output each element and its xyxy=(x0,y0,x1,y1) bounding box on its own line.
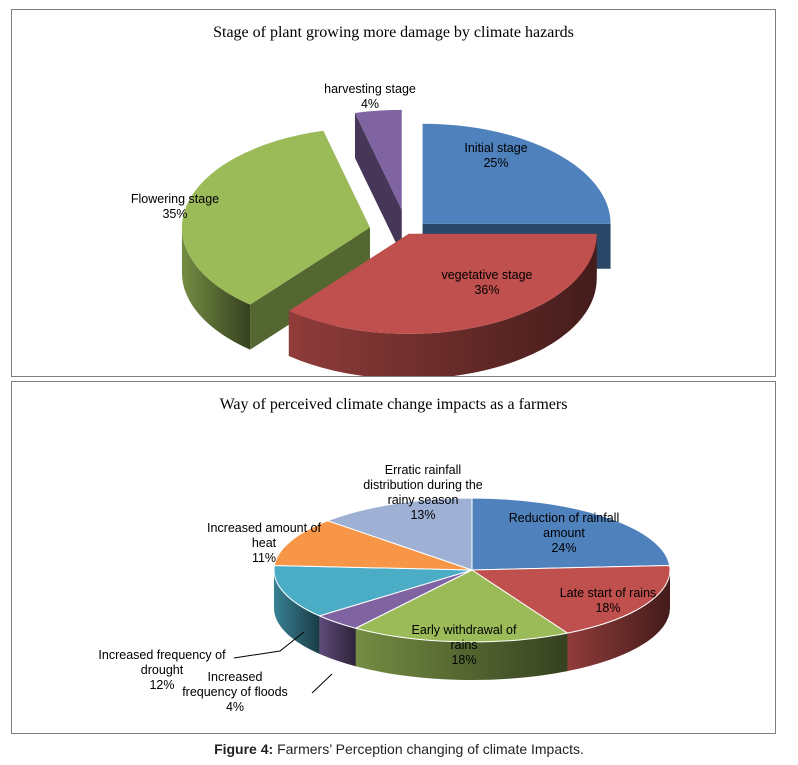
slice-label-increased-heat: Increased amount of heat 11% xyxy=(207,521,321,565)
leader-line-drought xyxy=(233,631,305,659)
leader-line-floods xyxy=(311,673,333,694)
pie-slice-flowering-stage xyxy=(181,130,370,305)
caption-prefix: Figure 4: xyxy=(214,741,274,757)
chart-title: Way of perceived climate change impacts … xyxy=(219,396,568,413)
slice-label-late-start-of-rains: Late start of rains 18% xyxy=(560,586,657,615)
pie-slice-side xyxy=(567,570,670,672)
pie-slice-side xyxy=(288,233,597,376)
pie-slice-increased-amount-of-heat xyxy=(273,520,473,571)
pie-slice-side xyxy=(319,615,356,667)
pie-chart-growth-stage: Initial stage 25% vegetative stage 36% Flowe… xyxy=(131,82,611,376)
slice-label-erratic-rainfall: Erratic rainfall distribution during the r… xyxy=(363,463,483,522)
slice-label-flowering-stage: Flowering stage 35% xyxy=(131,192,219,221)
pie-slice-side xyxy=(355,628,568,680)
slice-label-initial-stage: Initial stage 25% xyxy=(464,141,527,170)
pie-slice-harvesting-stage xyxy=(354,109,402,210)
pie-slice-early-withdrawal-of-rains xyxy=(354,569,569,643)
chart-title: Stage of plant growing more damage by cl… xyxy=(213,24,574,41)
pie-chart-climate-impacts: Reduction of rainfall amount 24% Late start… xyxy=(98,463,671,714)
pie-slice-initial-stage xyxy=(422,123,611,224)
pie-slice-cut-face xyxy=(354,112,402,255)
pie-slice-late-start-of-rains xyxy=(470,564,671,634)
pie-slice-side xyxy=(274,570,320,654)
pie-slice-vegetative-stage xyxy=(288,233,597,334)
slice-label-increased-drought: Increased frequency of drought 12% xyxy=(98,648,226,692)
figure-caption: Figure 4: Farmers’ Perception changing o… xyxy=(0,741,798,757)
pie-slice-cut-face xyxy=(250,227,370,350)
slice-label-harvesting-stage: harvesting stage 4% xyxy=(324,82,416,111)
pie-slice-side xyxy=(181,227,251,350)
slice-label-reduction-of-rainfall: Reduction of rainfall amount 24% xyxy=(509,511,619,555)
pie-slice-erratic-rainfall-distribution-during-the-rainy-season xyxy=(326,497,473,571)
slice-label-early-withdrawal: Early withdrawal of rains 18% xyxy=(412,623,517,667)
slice-label-increased-floods: Increased frequency of floods 4% xyxy=(182,670,288,714)
slice-label-vegetative-stage: vegetative stage 36% xyxy=(441,268,532,297)
pie-slice-reduction-of-rainfall-amount xyxy=(471,497,671,571)
chart-panel-climate-impacts: Way of perceived climate change impacts … xyxy=(11,381,776,734)
pie-slice-increased-frequency-of-drought xyxy=(273,564,473,617)
caption-text: Farmers’ Perception changing of climate … xyxy=(273,741,584,757)
chart-panel-growth-stage: Stage of plant growing more damage by cl… xyxy=(11,9,776,377)
